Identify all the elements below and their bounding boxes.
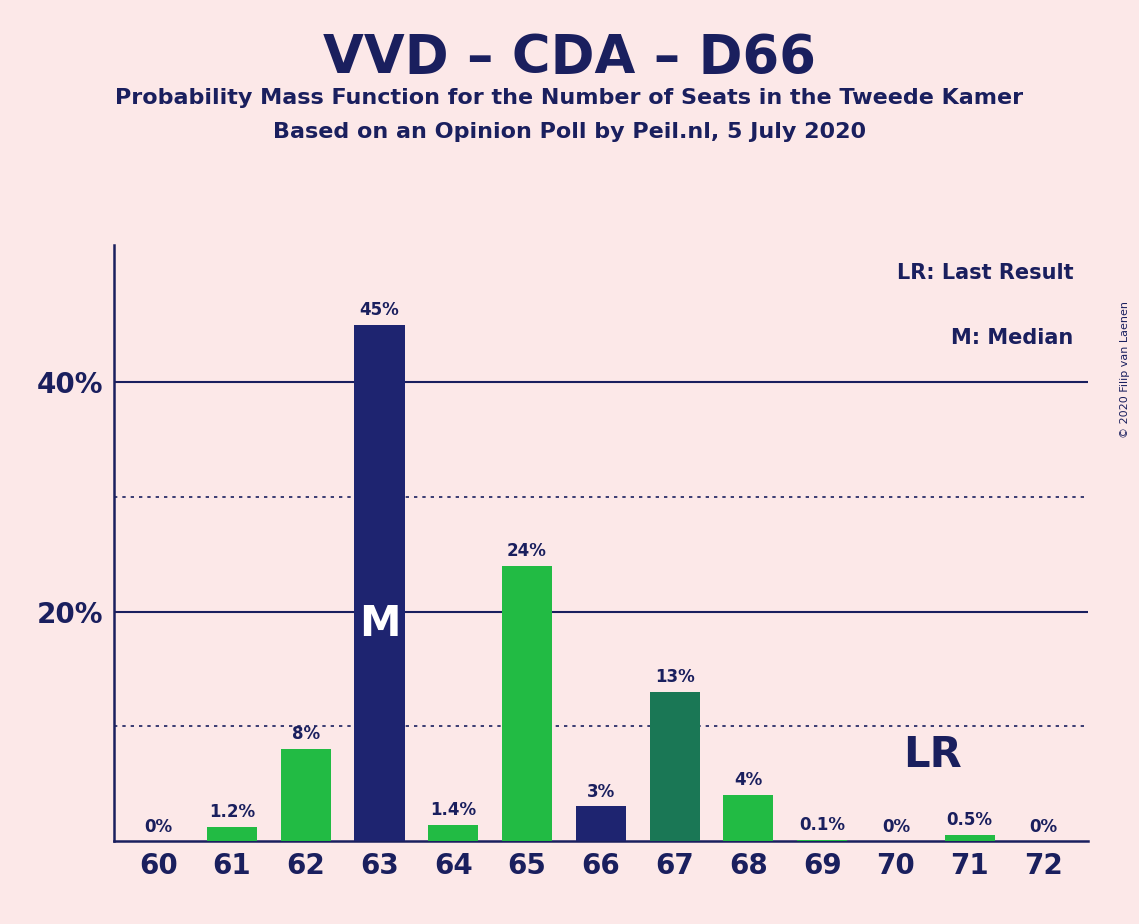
Text: 45%: 45% (360, 301, 400, 320)
Bar (797, 840, 847, 841)
Text: 0%: 0% (882, 819, 910, 836)
Bar (428, 825, 478, 841)
Text: LR: LR (903, 734, 962, 776)
Bar (649, 692, 699, 841)
Text: 24%: 24% (507, 542, 547, 560)
Text: 0.5%: 0.5% (947, 811, 993, 830)
Text: 8%: 8% (292, 725, 320, 744)
Bar (723, 795, 773, 841)
Text: 3%: 3% (587, 783, 615, 801)
Text: M: M (359, 603, 400, 645)
Text: 13%: 13% (655, 668, 695, 687)
Bar (575, 807, 626, 841)
Text: 0.1%: 0.1% (800, 816, 845, 834)
Text: © 2020 Filip van Laenen: © 2020 Filip van Laenen (1121, 301, 1130, 438)
Bar (354, 325, 404, 841)
Bar (944, 835, 994, 841)
Text: Based on an Opinion Poll by Peil.nl, 5 July 2020: Based on an Opinion Poll by Peil.nl, 5 J… (273, 122, 866, 142)
Text: VVD – CDA – D66: VVD – CDA – D66 (323, 32, 816, 84)
Text: 4%: 4% (735, 772, 762, 789)
Text: 1.4%: 1.4% (431, 801, 476, 819)
Text: 0%: 0% (145, 819, 172, 836)
Bar (207, 827, 257, 841)
Text: M: Median: M: Median (951, 328, 1073, 348)
Text: 0%: 0% (1030, 819, 1057, 836)
Bar (280, 749, 330, 841)
Text: Probability Mass Function for the Number of Seats in the Tweede Kamer: Probability Mass Function for the Number… (115, 88, 1024, 108)
Text: LR: Last Result: LR: Last Result (896, 262, 1073, 283)
Text: 1.2%: 1.2% (208, 803, 255, 821)
Bar (502, 565, 552, 841)
